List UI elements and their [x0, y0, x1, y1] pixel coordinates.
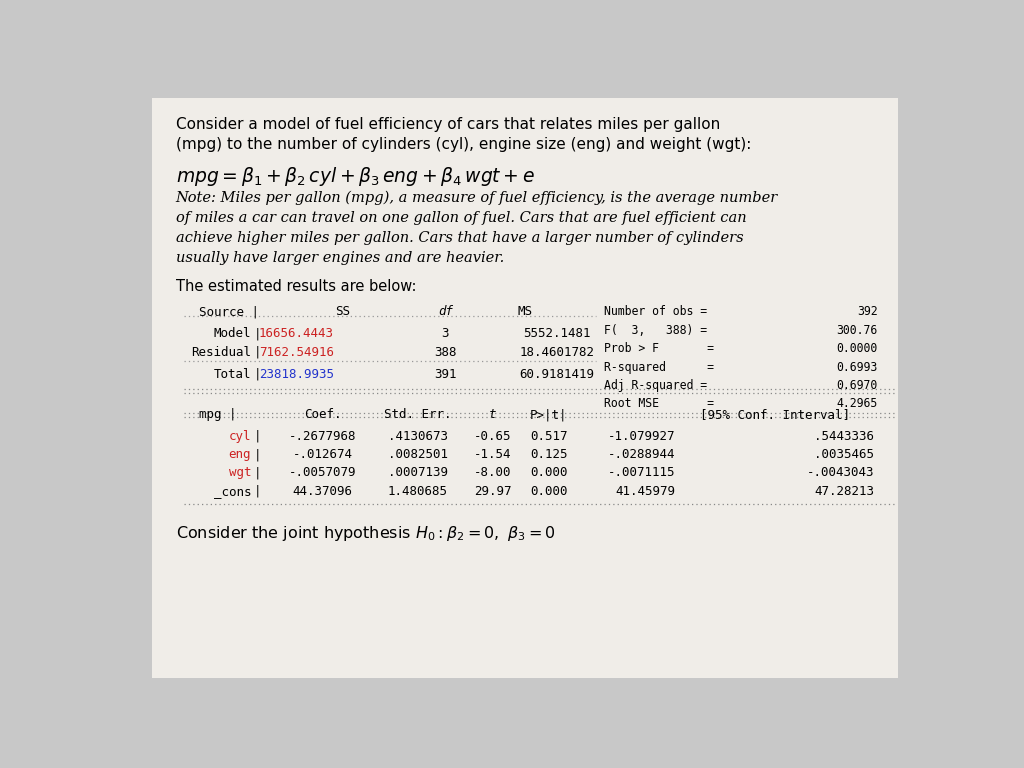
- Text: 3: 3: [441, 327, 450, 340]
- Text: 23818.9935: 23818.9935: [259, 368, 334, 381]
- Text: Residual: Residual: [191, 346, 251, 359]
- Text: -.2677968: -.2677968: [289, 429, 356, 442]
- Text: |: |: [253, 448, 261, 461]
- Text: wgt: wgt: [228, 466, 251, 479]
- Text: -.012674: -.012674: [293, 448, 352, 461]
- Text: 4.2965: 4.2965: [837, 398, 878, 410]
- Text: 1.480685: 1.480685: [388, 485, 447, 498]
- Text: 0.0000: 0.0000: [837, 343, 878, 355]
- Text: (mpg) to the number of cylinders (cyl), engine size (eng) and weight (wgt):: (mpg) to the number of cylinders (cyl), …: [176, 137, 751, 152]
- Text: Adj R-squared =: Adj R-squared =: [604, 379, 708, 392]
- Text: 0.6993: 0.6993: [837, 361, 878, 373]
- Text: _cons: _cons: [214, 485, 251, 498]
- Text: achieve higher miles per gallon. Cars that have a larger number of cylinders: achieve higher miles per gallon. Cars th…: [176, 231, 743, 245]
- Text: -.0057079: -.0057079: [289, 466, 356, 479]
- Text: .0007139: .0007139: [388, 466, 447, 479]
- Text: usually have larger engines and are heavier.: usually have larger engines and are heav…: [176, 251, 504, 266]
- Text: t: t: [489, 409, 497, 422]
- Text: mpg |: mpg |: [200, 409, 237, 422]
- Text: 0.517: 0.517: [529, 429, 567, 442]
- Text: Prob > F       =: Prob > F =: [604, 343, 714, 355]
- Text: Root MSE       =: Root MSE =: [604, 398, 714, 410]
- Text: 0.000: 0.000: [529, 485, 567, 498]
- Text: SS: SS: [335, 306, 350, 318]
- Text: .4130673: .4130673: [388, 429, 447, 442]
- Text: 0.000: 0.000: [529, 466, 567, 479]
- Text: of miles a car can travel on one gallon of fuel. Cars that are fuel efficient ca: of miles a car can travel on one gallon …: [176, 211, 746, 225]
- Text: 29.97: 29.97: [474, 485, 512, 498]
- Text: 7162.54916: 7162.54916: [259, 346, 334, 359]
- Text: Consider the joint hypothesis $H_0 : \beta_2 = 0,\ \beta_3 = 0$: Consider the joint hypothesis $H_0 : \be…: [176, 525, 555, 543]
- Text: Note: Miles per gallon (mpg), a measure of fuel efficiency, is the average numbe: Note: Miles per gallon (mpg), a measure …: [176, 190, 778, 205]
- Text: 18.4601782: 18.4601782: [519, 346, 594, 359]
- Text: |: |: [253, 466, 261, 479]
- Text: 44.37096: 44.37096: [293, 485, 352, 498]
- Text: [95% Conf. Interval]: [95% Conf. Interval]: [699, 409, 850, 422]
- Text: df: df: [438, 306, 453, 318]
- Text: |: |: [253, 346, 261, 359]
- Text: 5552.1481: 5552.1481: [523, 327, 590, 340]
- Text: 0.125: 0.125: [529, 448, 567, 461]
- Text: $mpg = \beta_1 + \beta_2\,cyl + \beta_3\,eng + \beta_4\,wgt + e$: $mpg = \beta_1 + \beta_2\,cyl + \beta_3\…: [176, 165, 535, 188]
- Text: 16656.4443: 16656.4443: [259, 327, 334, 340]
- Text: -0.65: -0.65: [474, 429, 512, 442]
- Text: .0035465: .0035465: [814, 448, 873, 461]
- Text: |: |: [253, 368, 261, 381]
- Text: R-squared      =: R-squared =: [604, 361, 714, 373]
- FancyBboxPatch shape: [152, 98, 898, 677]
- Text: Number of obs =: Number of obs =: [604, 306, 708, 318]
- Text: 388: 388: [434, 346, 457, 359]
- Text: -.0071115: -.0071115: [608, 466, 676, 479]
- Text: |: |: [253, 429, 261, 442]
- Text: 60.9181419: 60.9181419: [519, 368, 594, 381]
- Text: .5443336: .5443336: [814, 429, 873, 442]
- Text: F(  3,   388) =: F( 3, 388) =: [604, 324, 708, 336]
- Text: -.0288944: -.0288944: [608, 448, 676, 461]
- Text: P>|t|: P>|t|: [529, 409, 567, 422]
- Text: Total: Total: [214, 368, 251, 381]
- Text: -8.00: -8.00: [474, 466, 512, 479]
- Text: 0.6970: 0.6970: [837, 379, 878, 392]
- Text: |: |: [253, 327, 261, 340]
- Text: Consider a model of fuel efficiency of cars that relates miles per gallon: Consider a model of fuel efficiency of c…: [176, 117, 720, 132]
- Text: |: |: [253, 485, 261, 498]
- Text: -1.54: -1.54: [474, 448, 512, 461]
- Text: .0082501: .0082501: [388, 448, 447, 461]
- Text: Model: Model: [214, 327, 251, 340]
- Text: 47.28213: 47.28213: [814, 485, 873, 498]
- Text: 41.45979: 41.45979: [615, 485, 676, 498]
- Text: cyl: cyl: [228, 429, 251, 442]
- Text: MS: MS: [517, 306, 532, 318]
- Text: -.0043043: -.0043043: [807, 466, 873, 479]
- Text: Std. Err.: Std. Err.: [384, 409, 452, 422]
- Text: Source |: Source |: [200, 306, 259, 318]
- Text: Coef.: Coef.: [304, 409, 341, 422]
- Text: 391: 391: [434, 368, 457, 381]
- Text: -1.079927: -1.079927: [608, 429, 676, 442]
- Text: 392: 392: [857, 306, 878, 318]
- Text: 300.76: 300.76: [837, 324, 878, 336]
- Text: The estimated results are below:: The estimated results are below:: [176, 280, 416, 294]
- Text: eng: eng: [228, 448, 251, 461]
